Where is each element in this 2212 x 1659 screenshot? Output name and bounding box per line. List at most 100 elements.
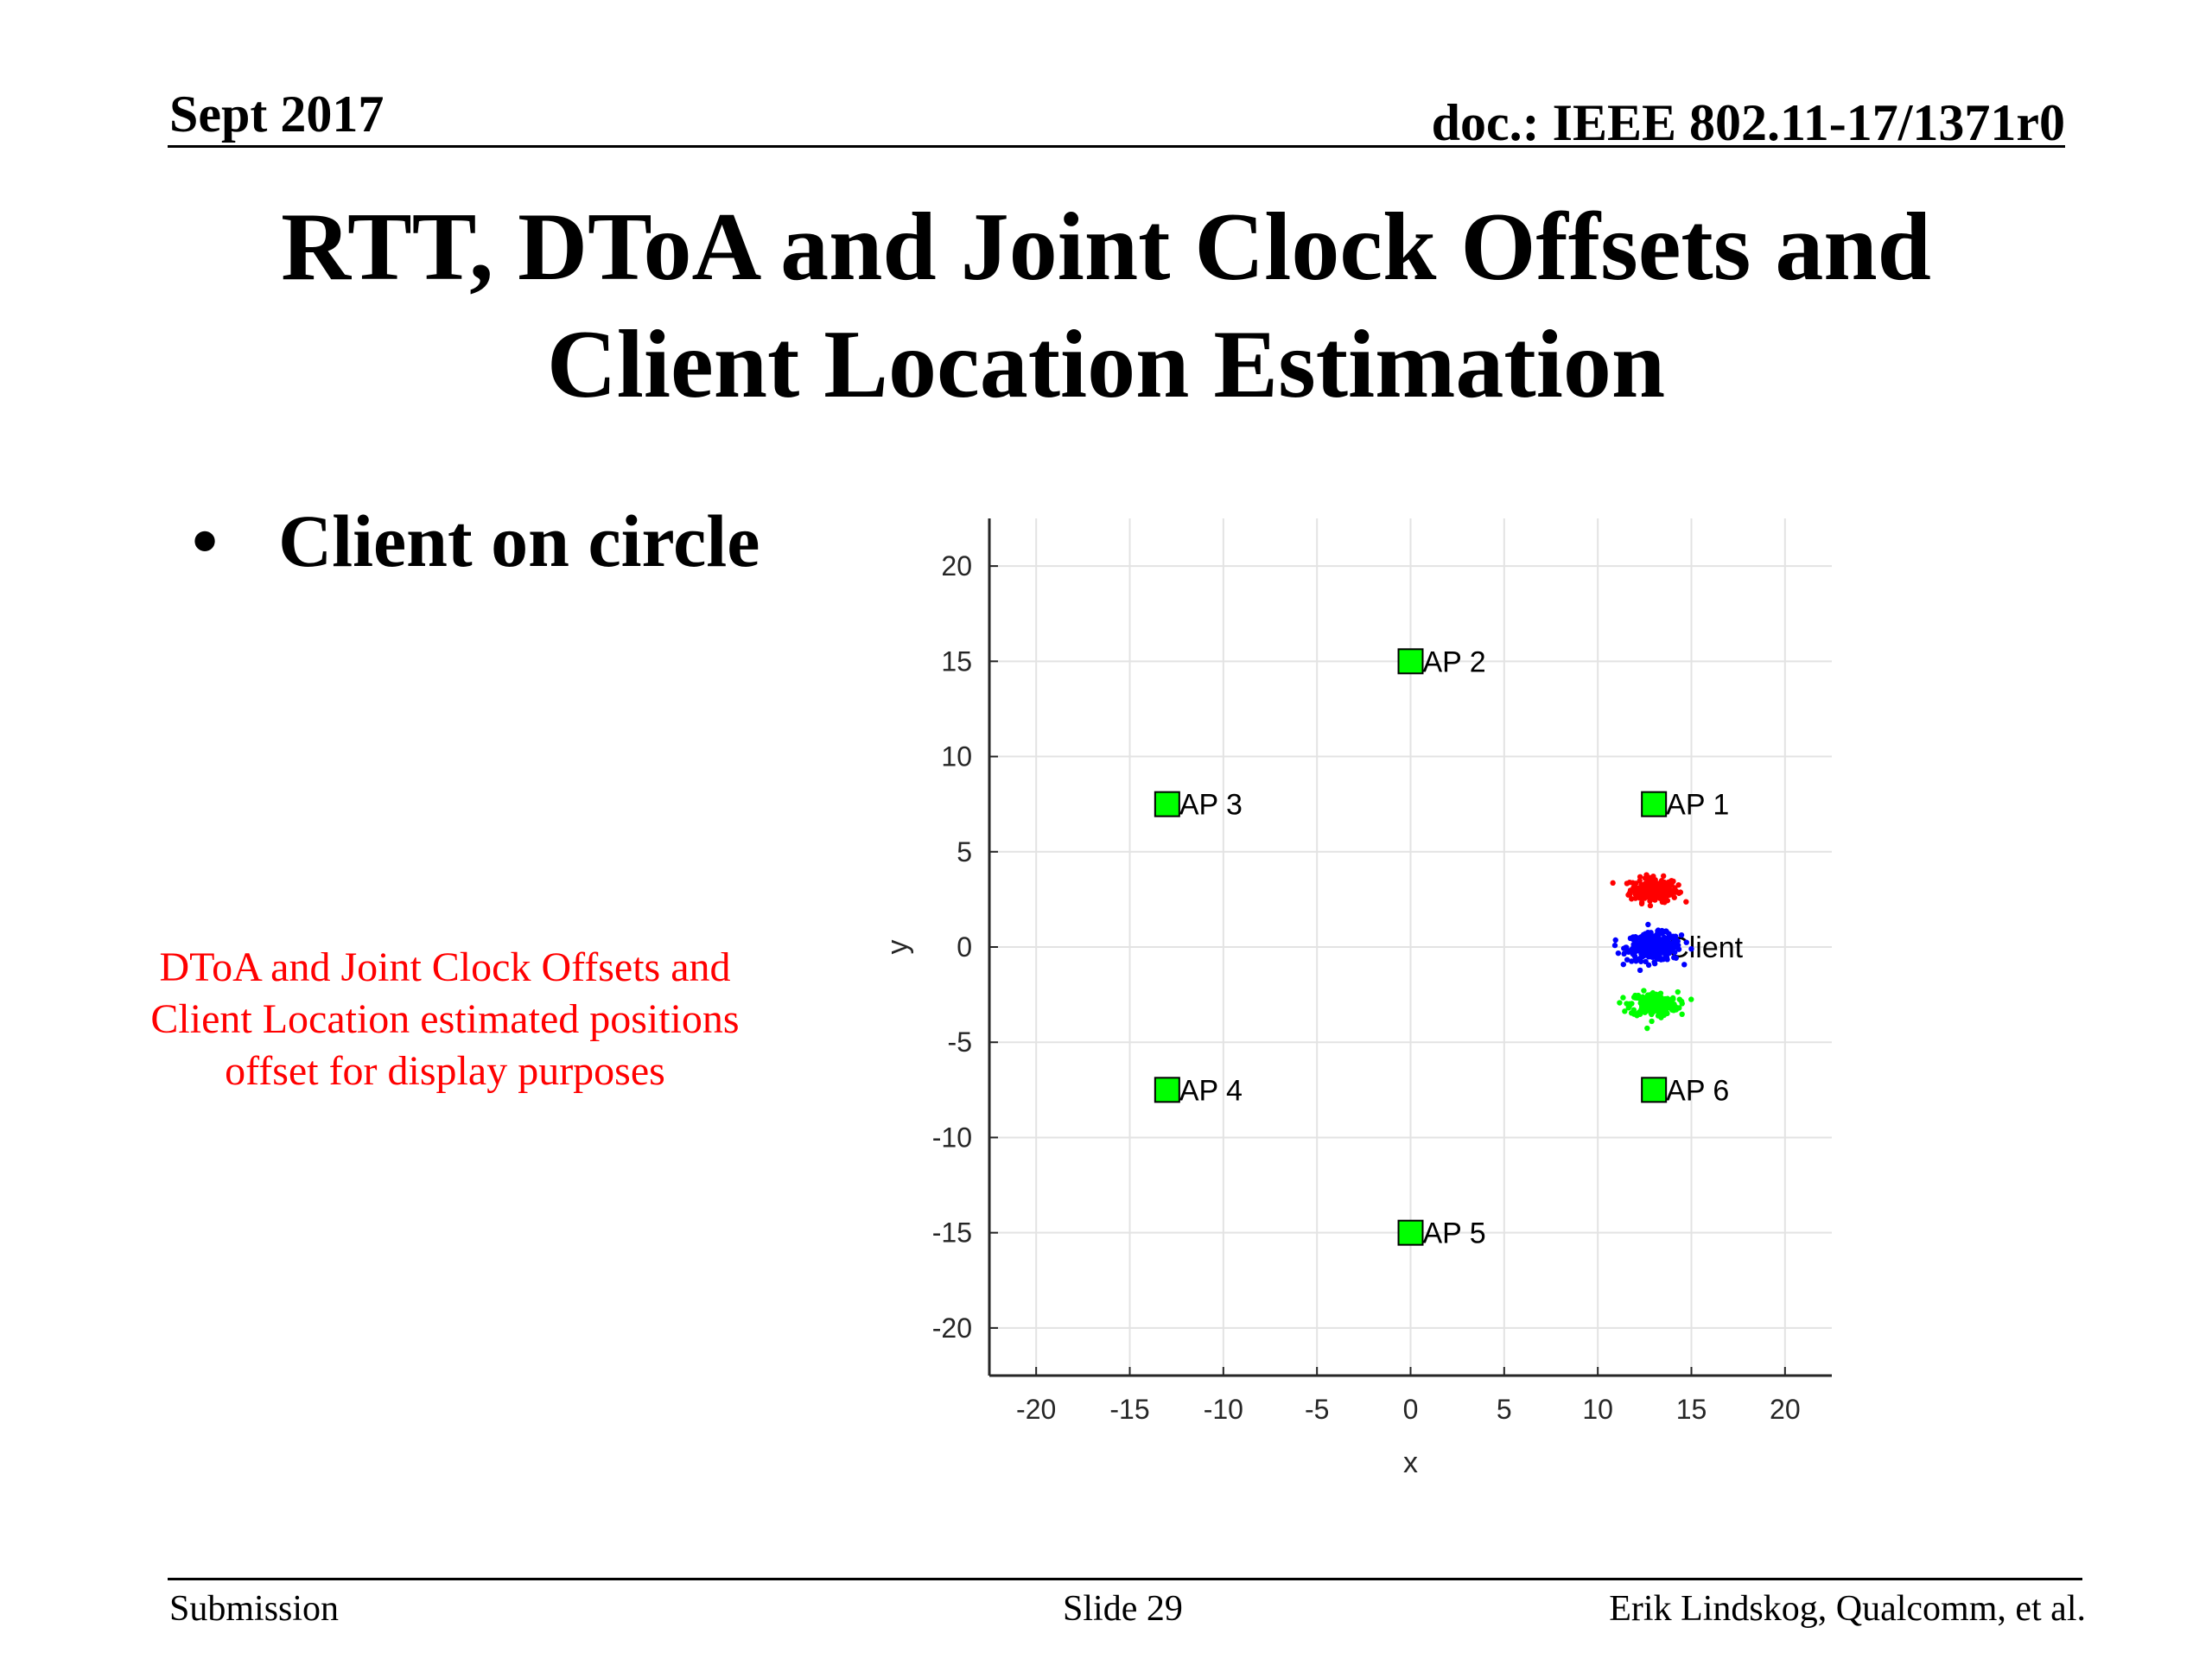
cluster-1-point (1656, 956, 1663, 963)
cluster-0-point (1656, 886, 1662, 893)
cluster-0-point (1635, 885, 1641, 892)
cluster-1-point (1642, 951, 1648, 957)
cluster-0-point (1671, 894, 1677, 900)
cluster-2-point (1617, 1000, 1623, 1006)
cluster-1-point (1625, 949, 1631, 955)
cluster-2-point (1666, 1001, 1672, 1008)
cluster-1-point (1621, 950, 1627, 957)
cluster-2-point (1662, 998, 1669, 1004)
cluster-2-point (1620, 995, 1626, 1001)
cluster-1-point (1688, 945, 1694, 952)
cluster-0-point (1638, 900, 1645, 907)
cluster-1-point (1666, 931, 1672, 937)
slide-title: RTT, DToA and Joint Clock Offsets and Cl… (0, 188, 2212, 423)
ap-label: AP 2 (1423, 645, 1486, 678)
cluster-0-point (1630, 880, 1636, 886)
header-rule (168, 145, 2065, 148)
cluster-0-point (1650, 873, 1656, 880)
x-tick-label: -20 (1016, 1394, 1056, 1425)
chart-access-points: AP 1 AP 2 AP 3 AP 4 AP 5 AP 6 (1154, 645, 1729, 1250)
cluster-2-point (1655, 1013, 1662, 1019)
cluster-0-point (1624, 880, 1630, 887)
cluster-2-point (1648, 1002, 1655, 1009)
cluster-2-point (1679, 1001, 1685, 1007)
cluster-2-point (1673, 1004, 1679, 1010)
cluster-1-point (1615, 950, 1622, 957)
cluster-1-point (1633, 936, 1640, 943)
ap-label: AP 5 (1423, 1217, 1486, 1250)
cluster-2-point (1644, 993, 1650, 1000)
cluster-2-point (1622, 1008, 1628, 1014)
red-note-line2: Client Location estimated positions (150, 996, 740, 1042)
slide-title-line2: Client Location Estimation (546, 311, 1666, 418)
bullet-marker: • (192, 499, 219, 582)
cluster-1-point (1612, 937, 1618, 944)
cluster-1-point (1621, 945, 1627, 951)
ap-marker (1397, 1219, 1424, 1246)
cluster-1-point (1683, 939, 1689, 945)
y-tick-label: -15 (932, 1217, 972, 1249)
cluster-0-point (1633, 892, 1639, 898)
cluster-1-point (1636, 947, 1643, 953)
cluster-0-point (1647, 902, 1654, 909)
cluster-0-point (1647, 893, 1653, 899)
x-tick-label: -5 (1305, 1394, 1329, 1425)
cluster-2-point (1656, 1007, 1662, 1014)
cluster-0-point (1637, 874, 1643, 880)
cluster-2-point (1654, 995, 1660, 1001)
cluster-1-point (1671, 955, 1677, 961)
cluster-1-point (1629, 958, 1635, 964)
cluster-2-point (1649, 995, 1656, 1001)
cluster-1-point (1656, 947, 1662, 953)
chart-points (1610, 872, 1694, 1032)
cluster-0-point (1643, 883, 1650, 889)
cluster-2-point (1657, 990, 1664, 996)
footer-author: Erik Lindskog, Qualcomm, et al. (1609, 1589, 2086, 1629)
ap-marker (1397, 648, 1424, 675)
cluster-0-point (1683, 899, 1689, 905)
cluster-0-point (1672, 889, 1678, 895)
red-note-line3: offset for display purposes (225, 1048, 665, 1094)
cluster-1-point (1645, 962, 1652, 969)
cluster-2-point (1638, 1007, 1644, 1013)
footer-submission: Submission (169, 1589, 340, 1629)
cluster-2-point (1641, 988, 1647, 994)
footer-rule (168, 1578, 2082, 1580)
cluster-1-point (1633, 942, 1639, 948)
cluster-1-point (1643, 946, 1649, 953)
red-note: DToA and Joint Clock Offsets and Client … (112, 942, 778, 1097)
cluster-1-point (1659, 927, 1665, 934)
cluster-2-point (1629, 1001, 1635, 1007)
cluster-0-point (1675, 881, 1681, 888)
cluster-0-point (1660, 892, 1667, 898)
cluster-2-point (1662, 1009, 1669, 1015)
cluster-1-point (1641, 939, 1647, 945)
bullet-item: • Client on circle (192, 498, 760, 584)
cluster-2-point (1637, 996, 1643, 1002)
cluster-1-point (1637, 967, 1643, 974)
cluster-0-point (1637, 878, 1643, 884)
x-tick-label: 0 (1403, 1394, 1419, 1425)
cluster-1-point (1681, 962, 1688, 968)
cluster-1-point (1675, 942, 1681, 949)
cluster-0-point (1610, 880, 1616, 887)
red-note-line1: DToA and Joint Clock Offsets and (159, 944, 731, 990)
x-tick-label: -10 (1204, 1394, 1243, 1425)
cluster-1-point (1669, 935, 1675, 941)
cluster-0-point (1640, 886, 1646, 892)
x-tick-label: 20 (1770, 1394, 1801, 1425)
cluster-1-point (1624, 957, 1630, 963)
cluster-1-point (1663, 951, 1669, 957)
cluster-1-point (1649, 951, 1656, 957)
cluster-1-point (1620, 961, 1627, 968)
cluster-2-point (1688, 996, 1694, 1002)
footer-slide-number: Slide 29 (1063, 1589, 1183, 1629)
cluster-1-point (1646, 938, 1652, 945)
cluster-2-point (1679, 1011, 1685, 1018)
cluster-1-point (1631, 953, 1638, 959)
cluster-1-point (1633, 958, 1639, 964)
x-axis-label: x (1403, 1446, 1418, 1479)
y-tick-label: 15 (941, 645, 972, 677)
y-axis-label: y (881, 940, 914, 955)
